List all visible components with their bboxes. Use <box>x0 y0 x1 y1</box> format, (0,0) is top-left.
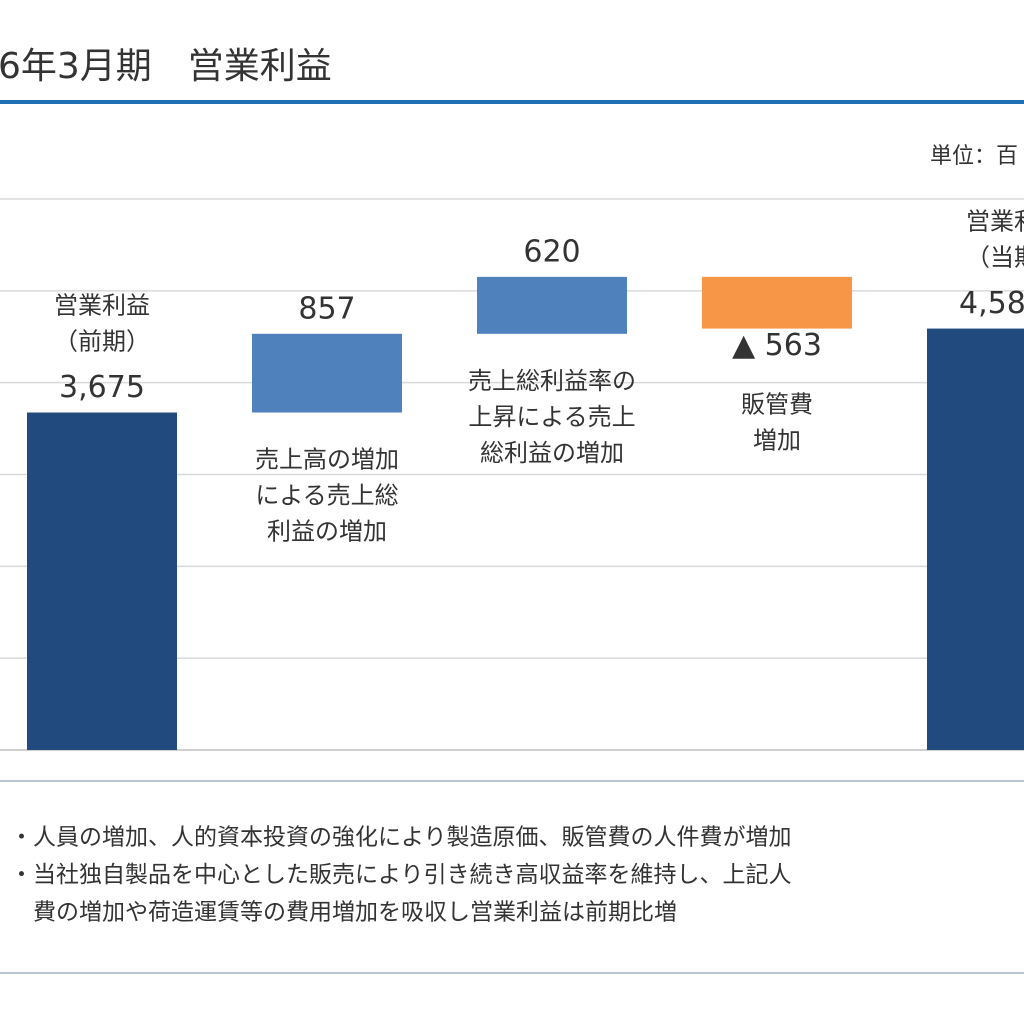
category-label: による売上総 <box>255 482 398 510</box>
category-label: 総利益の増加 <box>480 439 624 467</box>
bar <box>702 276 852 329</box>
category-label: 売上総利益率の <box>468 367 636 395</box>
value-label: 857 <box>298 291 355 326</box>
bar <box>252 333 402 413</box>
bar <box>927 328 1024 750</box>
category-label: 利益の増加 <box>267 518 387 546</box>
unit: 単位：百 <box>930 144 1018 169</box>
note: ・人員の増加、人的資本投資の強化により製造原価、販管費の人件費が増加 <box>10 825 792 851</box>
category-label: 営業利益 <box>54 292 150 320</box>
note: 費の増加や荷造運賃等の費用増加を吸収し営業利益は前期比増 <box>10 900 677 926</box>
bar <box>477 276 627 334</box>
title: 6年3月期 営業利益 <box>0 46 332 87</box>
category-label: 上昇による売上 <box>468 403 635 431</box>
note: ・当社独自製品を中心とした販売により引き続き高収益率を維持し、上記人 <box>10 862 792 888</box>
category-label: 販管費 <box>741 391 813 419</box>
category-label: 増加 <box>753 427 801 455</box>
category-label: 営業利 <box>966 208 1024 236</box>
value-label: 3,675 <box>59 370 145 405</box>
category-label: （当期 <box>966 244 1024 272</box>
category-label: 売上高の増加 <box>255 446 399 474</box>
value-label: 620 <box>523 234 580 269</box>
value-label: ▲ 563 <box>732 328 822 363</box>
bar <box>27 412 177 750</box>
category-label: （前期） <box>54 328 150 356</box>
value-label: 4,589 <box>959 286 1024 321</box>
